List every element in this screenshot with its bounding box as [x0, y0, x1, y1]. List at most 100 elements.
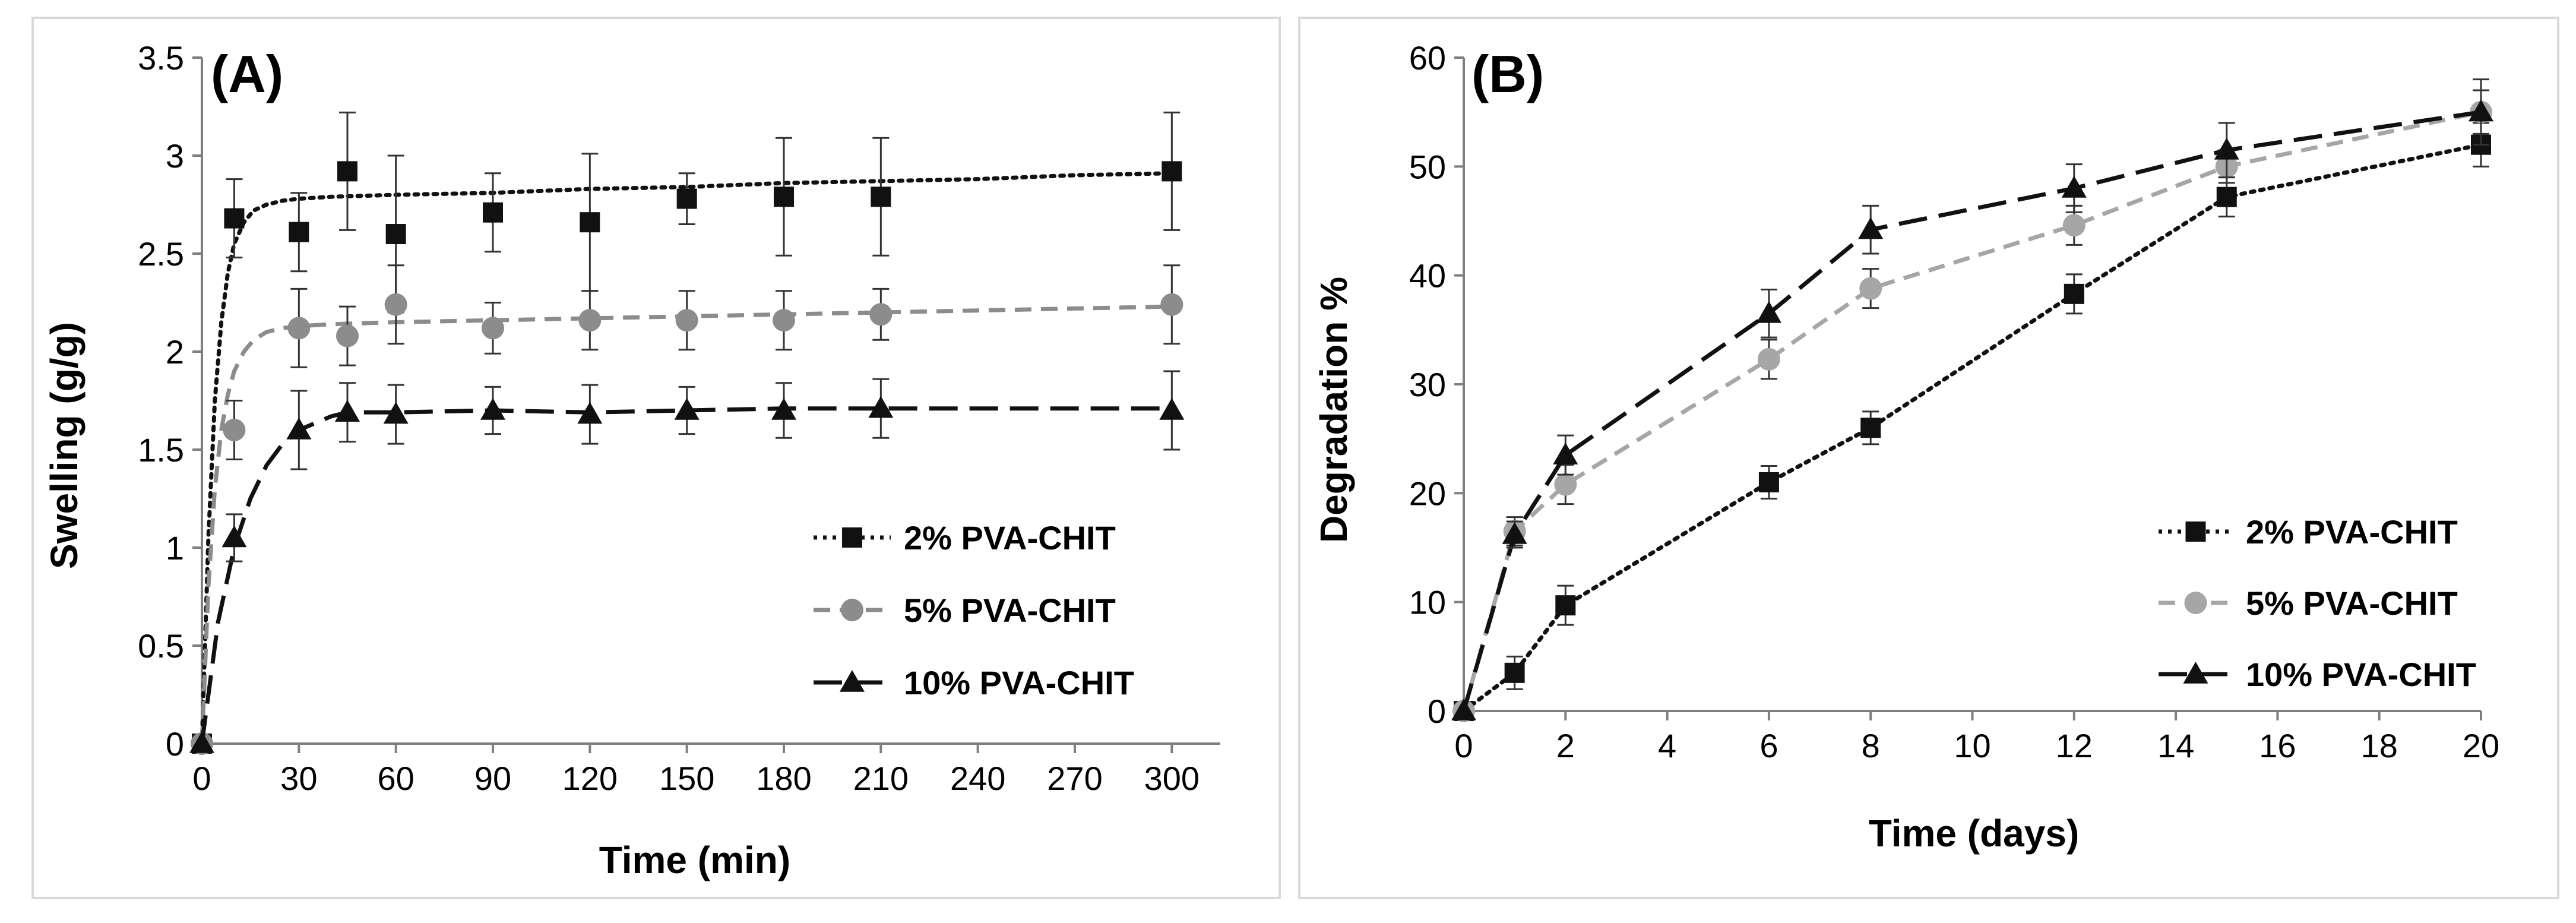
panel-b-y-tick-label: 30: [1409, 366, 1446, 403]
panel-a-y-tick-label: 3: [166, 137, 184, 175]
panel-b-x-tick-label: 16: [2259, 727, 2296, 764]
panel-a-x-tick-label: 120: [562, 760, 618, 797]
panel-b-series-2-point: [2062, 214, 2086, 237]
panel-a-series-2-point: [287, 317, 311, 340]
panel-b-legend: 2% PVA-CHIT 5% PVA-CHIT 10% PVA-CHIT: [2159, 513, 2476, 693]
panel-b-x-tick-label: 20: [2463, 727, 2499, 764]
panel-b-series-3-point: [1553, 442, 1578, 464]
panel-b-x-tick-label: 6: [1759, 727, 1778, 764]
panel-b-series-1-point: [1555, 595, 1576, 616]
panel-a-series-2-point: [223, 419, 246, 441]
panel-b-series-1-line: [1461, 143, 2483, 713]
panel-b-x-tick-label: 0: [1454, 727, 1473, 764]
panel-b-series-1-point: [2216, 187, 2237, 207]
panel-a-series-1-point: [289, 222, 309, 242]
panel-a-legend-marker-1: [842, 527, 862, 548]
panel-b-series-3-point: [1756, 301, 1781, 323]
panel-a-series-2-point: [773, 309, 795, 332]
panel-a-label: (A): [211, 45, 283, 103]
panel-a-series-3-point: [286, 418, 312, 440]
panel-a-series-3-point: [1159, 398, 1185, 420]
panel-b-series-1-point: [1860, 418, 1881, 438]
panel-a-x-tick-label: 270: [1047, 760, 1102, 797]
panel-a-series-1-point: [385, 224, 406, 244]
panel-b-x-tick-label: 4: [1658, 727, 1676, 764]
panel-b-series-2-point: [1757, 347, 1780, 371]
panel-b-x-tick-label: 18: [2361, 727, 2398, 764]
panel-b-y-tick-label: 20: [1409, 475, 1446, 512]
panel-a-legend-label-2: 5% PVA-CHIT: [904, 592, 1116, 629]
panel-a-legend-marker-2: [841, 599, 863, 621]
panel-b-series-3: [1451, 78, 2493, 720]
panel-a-series-1-point: [871, 187, 891, 207]
panel-a-series-3-point: [189, 731, 214, 753]
panel-a-x-tick-label: 240: [950, 760, 1005, 797]
panel-a-series-2-point: [869, 303, 893, 326]
panel-b-series-1-point: [2064, 283, 2084, 304]
panel-a-series-2-point: [482, 317, 504, 340]
panel-a-x-tick-label: 300: [1144, 760, 1200, 797]
panel-a-series-1-point: [676, 188, 697, 209]
panel-a-series-3-point: [771, 398, 796, 420]
panel-a-series-1-point: [224, 208, 245, 229]
panel-b-chart: 0 10 20 30 40 50 60 0 2 4 6 8 10 12 14 16 18 20 2% PVA-CHI…: [1409, 39, 2499, 764]
panel-a-series-1-point: [580, 212, 600, 233]
panel-a-y-tick-label: 1: [166, 529, 184, 567]
panel-a-legend-marker-3: [840, 670, 865, 692]
panel-a-series-3-point: [221, 525, 247, 548]
panel-b-legend-marker-1: [2185, 521, 2206, 542]
panel-b-series-3-point: [2469, 99, 2493, 122]
panel-b-series-3-point: [1451, 698, 1476, 720]
panel-b-x-tick-label: 12: [2056, 727, 2093, 764]
panel-a-x-tick-label: 90: [474, 760, 511, 797]
panel-b-label: (B): [1471, 45, 1544, 103]
panel-a-y-tick-label: 1.5: [138, 431, 184, 469]
panel-b-series-3-line: [1461, 110, 2482, 712]
panel-b-y-tick-label: 50: [1409, 148, 1446, 185]
panel-a-series-3: [189, 370, 1185, 753]
panel-a-x-tick-label: 210: [853, 760, 909, 797]
panel-a-x-tick-label: 150: [659, 760, 714, 797]
panel-a-x-axis-title: Time (min): [599, 839, 790, 881]
panel-a-series-2-point: [675, 309, 698, 332]
panel-a-series-1-point: [337, 161, 357, 182]
panel-a-y-tick-label: 0: [166, 725, 184, 763]
panel-a-series-2-point: [1160, 293, 1183, 316]
panel-a-series-3-point: [674, 398, 700, 420]
panel-b-legend-marker-3: [2183, 662, 2208, 684]
panel-a-series-2-point: [384, 293, 407, 316]
panel-a-x-tick-label: 60: [378, 760, 414, 797]
panel-b-legend-marker-2: [2184, 592, 2207, 614]
panel-a-series-3-point: [577, 402, 603, 424]
panel-b-series-2-point: [1554, 473, 1577, 496]
panel-b-series-2-line: [1461, 110, 2482, 712]
panel-b-legend-label-1: 2% PVA-CHIT: [2246, 513, 2458, 551]
panel-a-legend-label-3: 10% PVA-CHIT: [904, 664, 1134, 701]
panel-b-series-3-point: [1858, 217, 1884, 239]
panel-b-series-2-point: [1859, 277, 1882, 300]
panel-a-series-3-point: [868, 396, 894, 418]
panel-a-series-3-point: [383, 402, 409, 424]
panel-b-x-axis-title: Time (days): [1869, 812, 2080, 855]
panel-b-series-3-point: [1502, 522, 1527, 544]
panel-b-legend-label-2: 5% PVA-CHIT: [2246, 584, 2458, 622]
panel-a-series-1: [192, 111, 1182, 754]
panel-b-series-3-point: [2061, 176, 2087, 198]
panel-a-frame: [31, 17, 1281, 899]
panel-b-series-3-point: [2214, 137, 2239, 160]
panel-a-y-tick-label: 3.5: [138, 39, 184, 77]
panel-b-x-tick-label: 14: [2157, 727, 2194, 764]
panel-a-legend-label-1: 2% PVA-CHIT: [904, 519, 1116, 557]
panel-a-series-3-point: [335, 400, 360, 422]
panel-b-legend-label-3: 10% PVA-CHIT: [2246, 656, 2476, 693]
panel-a-x-tick-label: 0: [192, 760, 211, 797]
panel-b-frame: [1298, 17, 2559, 899]
panel-b-y-tick-label: 0: [1428, 693, 1446, 730]
panel-b-y-tick-label: 40: [1409, 257, 1446, 295]
panel-a-x-tick-label: 30: [280, 760, 317, 797]
panel-a-y-axis-title: Swelling (g/g): [43, 322, 86, 569]
panel-a-legend: 2% PVA-CHIT 5% PVA-CHIT 10% PVA-CHIT: [814, 519, 1134, 701]
panel-a-x-tick-label: 180: [756, 760, 811, 797]
